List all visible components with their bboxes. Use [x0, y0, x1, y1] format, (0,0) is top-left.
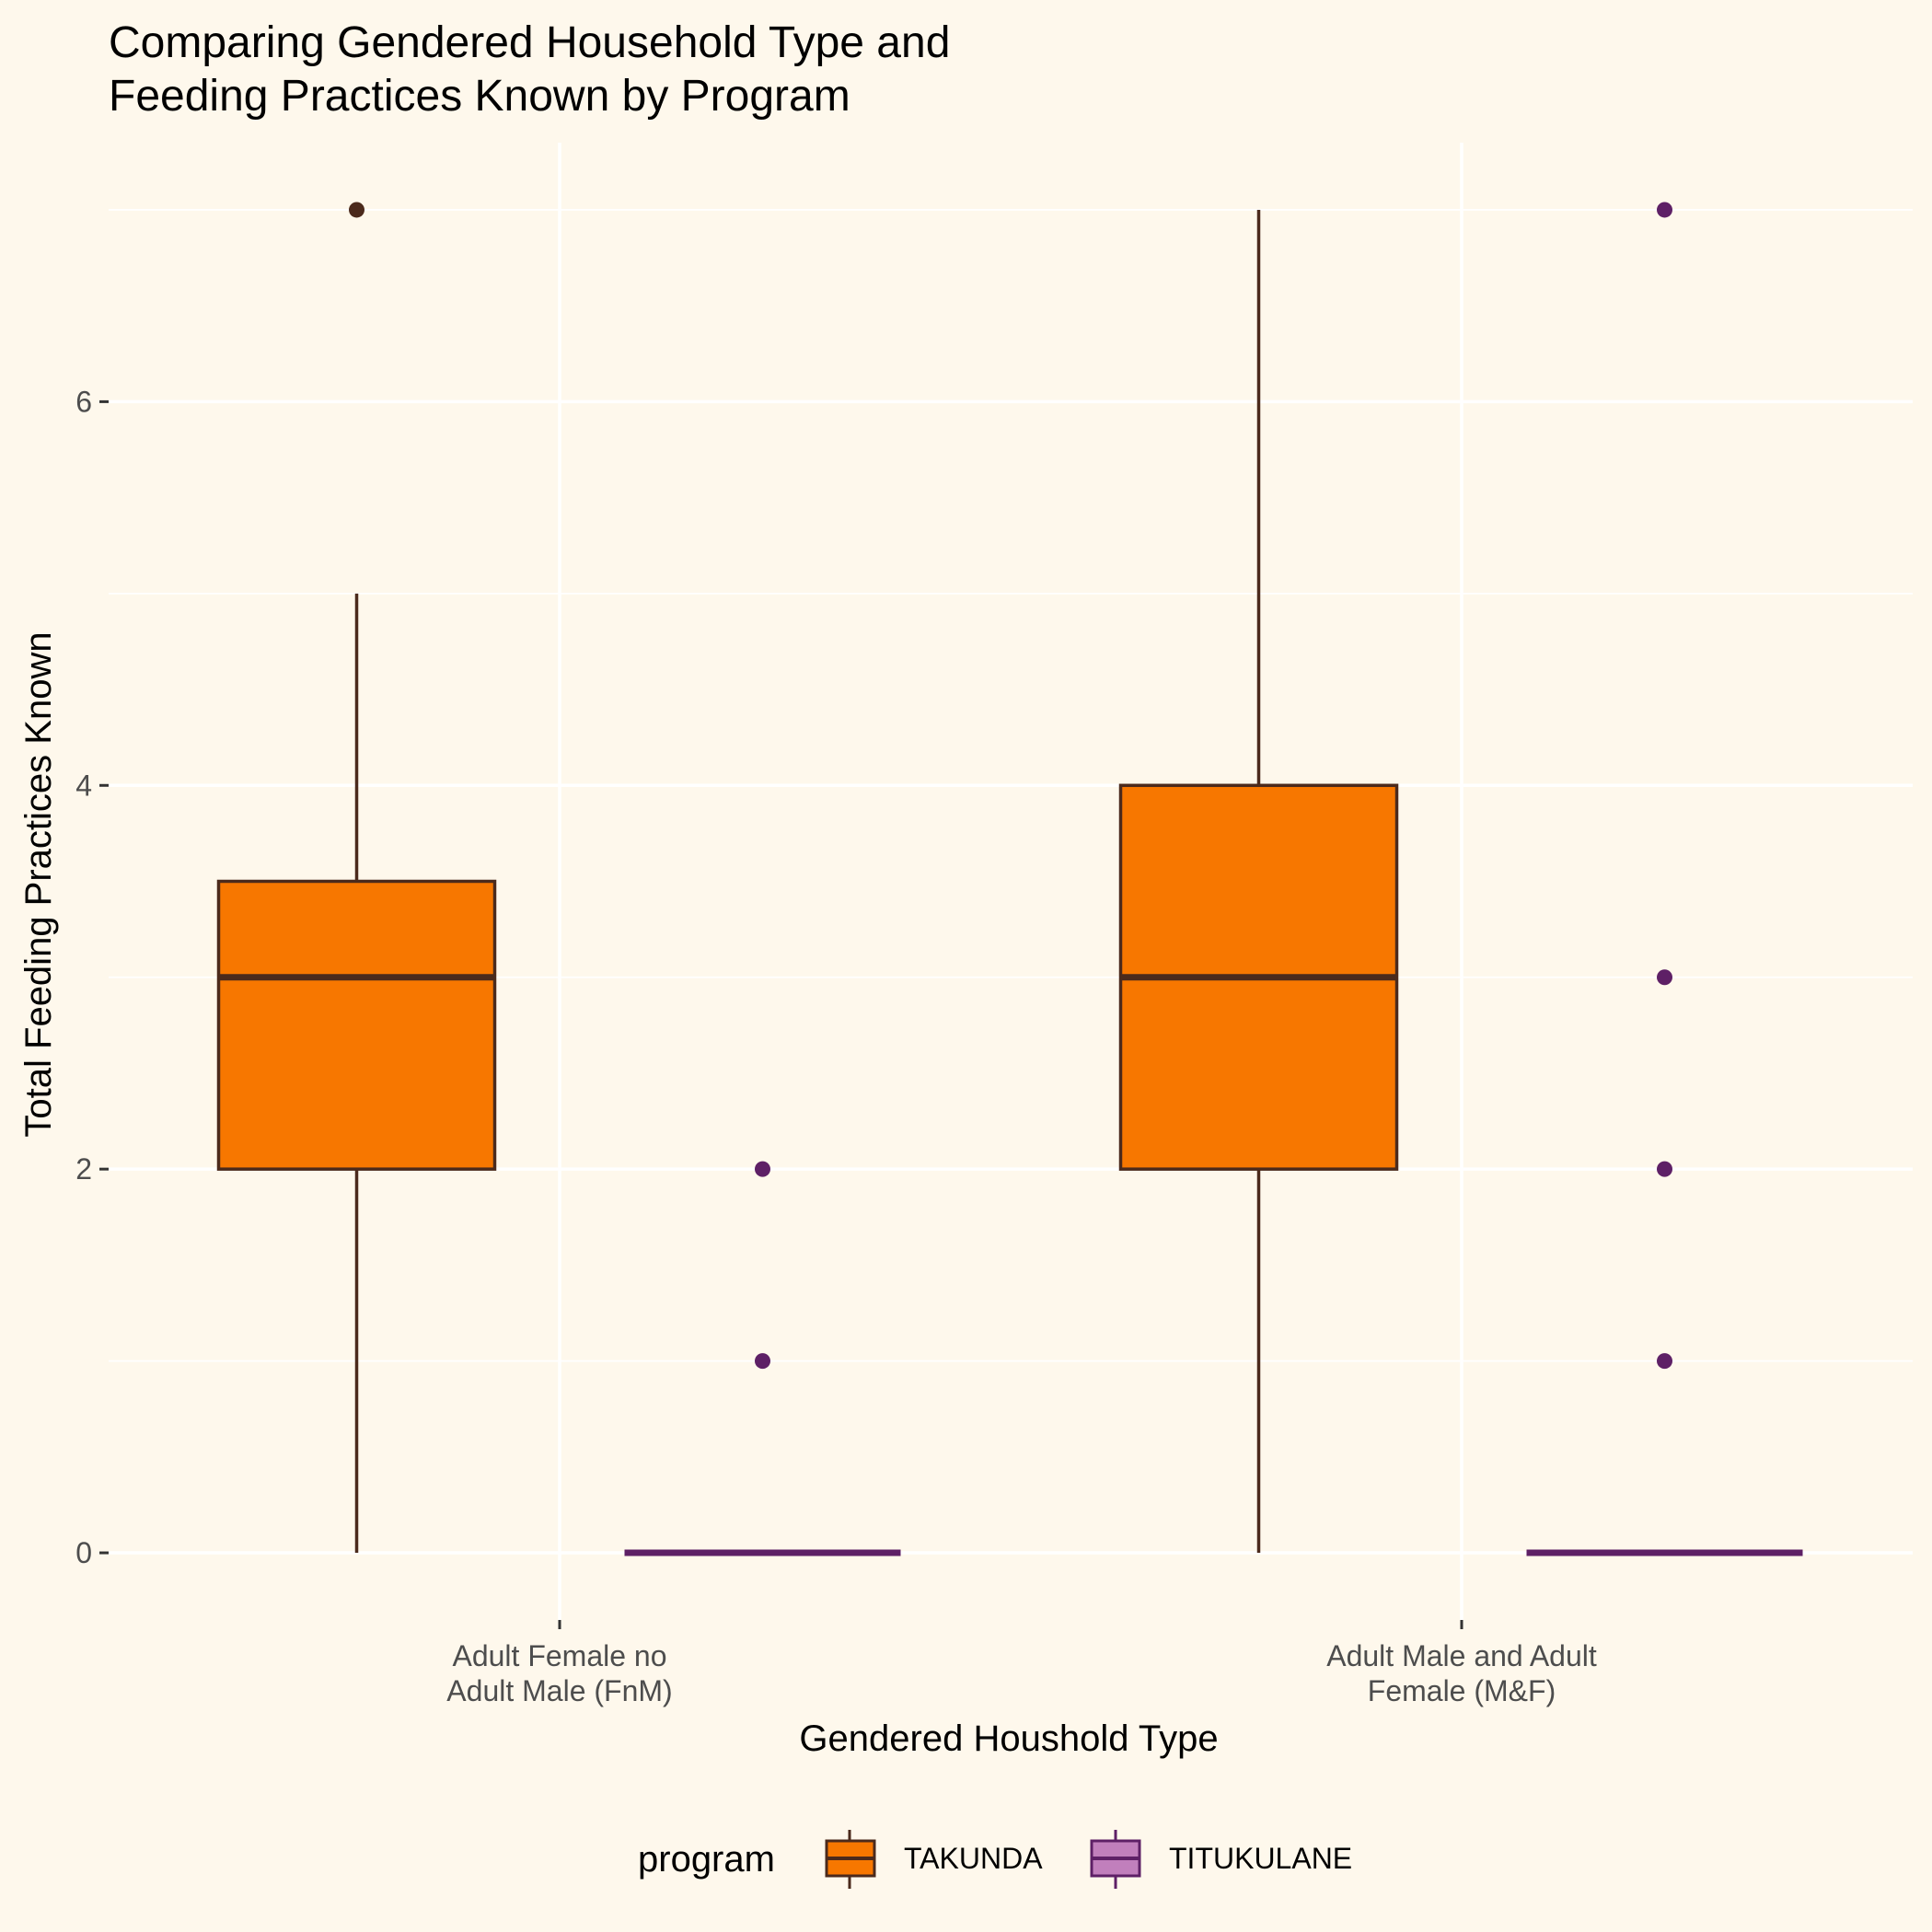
- legend-key-titukulane: [1090, 1830, 1141, 1889]
- x-tick-label: Adult Male (FnM): [446, 1674, 672, 1707]
- legend-title: program: [638, 1839, 775, 1880]
- legend: program TAKUNDA TITUKULANE: [638, 1830, 1352, 1889]
- legend-key-takunda: [825, 1830, 876, 1889]
- box-titukulane-2: [1526, 202, 1803, 1556]
- box-takunda-1: [216, 202, 497, 1554]
- chart-title-line-1: Comparing Gendered Household Type and: [109, 18, 950, 67]
- outlier-point: [349, 202, 364, 218]
- box-iqr: [216, 879, 497, 1171]
- legend-label-titukulane: TITUKULANE: [1169, 1842, 1352, 1875]
- outlier-point: [755, 1353, 770, 1370]
- outlier-point: [1657, 969, 1672, 986]
- outlier-point: [755, 1161, 770, 1177]
- x-tick-label: Female (M&F): [1368, 1674, 1556, 1707]
- outlier-point: [1657, 1353, 1672, 1370]
- box-takunda-2: [1118, 209, 1399, 1554]
- x-tick-label: Adult Female no: [452, 1639, 666, 1672]
- y-axis-title: Total Feeding Practices Known: [18, 631, 59, 1137]
- box-series: [216, 202, 1803, 1556]
- box-titukulane-1: [624, 1161, 901, 1556]
- y-tick-label: 2: [75, 1152, 92, 1186]
- x-tick-label: Adult Male and Adult: [1326, 1639, 1597, 1672]
- y-axis: 0 2 4 6: [75, 385, 109, 1569]
- x-axis-title: Gendered Houshold Type: [799, 1718, 1218, 1759]
- outlier-point: [1657, 202, 1672, 218]
- chart-title-line-2: Feeding Practices Known by Program: [109, 72, 850, 121]
- outlier-point: [1657, 1161, 1672, 1177]
- y-tick-label: 6: [75, 385, 92, 418]
- legend-label-takunda: TAKUNDA: [904, 1842, 1043, 1875]
- y-tick-label: 0: [75, 1536, 92, 1569]
- y-tick-label: 4: [75, 769, 92, 802]
